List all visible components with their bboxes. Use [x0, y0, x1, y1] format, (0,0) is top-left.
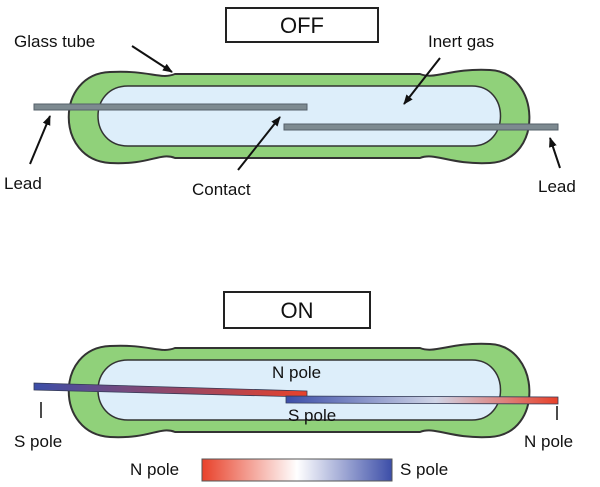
off-reed-right [283, 123, 559, 131]
lead-right-label: Lead [538, 177, 576, 196]
on-reed-right [285, 395, 559, 405]
on-state: ON N pole S pole S pole N pole [14, 291, 573, 451]
glass-tube-arrow [131, 45, 173, 73]
glass-tube-label: Glass tube [14, 32, 95, 51]
on-state-badge: ON [223, 291, 371, 329]
on-state-label: ON [281, 298, 314, 323]
lead-left-arrow [29, 115, 51, 165]
s-pole-mid-label: S pole [288, 406, 336, 425]
inert-gas-label: Inert gas [428, 32, 494, 51]
off-glass-tube [67, 68, 531, 165]
n-pole-top-label: N pole [272, 363, 321, 382]
legend-n-pole-label: N pole [130, 460, 179, 479]
legend-s-pole-label: S pole [400, 460, 448, 479]
off-reed-left [33, 103, 308, 111]
pole-legend: N pole S pole [130, 458, 448, 482]
contact-arrow [237, 116, 281, 171]
legend-gradient-bar [201, 458, 393, 482]
n-pole-right-label: N pole [524, 432, 573, 451]
s-pole-left-label: S pole [14, 432, 62, 451]
off-state-badge: OFF [225, 7, 379, 43]
lead-right-arrow [549, 137, 561, 169]
off-tube-inner [97, 85, 502, 147]
contact-label: Contact [192, 180, 251, 199]
off-state-label: OFF [280, 13, 324, 38]
lead-left-label: Lead [4, 174, 42, 193]
on-tube-inner [97, 359, 502, 421]
inert-gas-arrow [403, 57, 441, 105]
off-state: OFF Glass tube Inert gas Lead Contact Le… [4, 7, 576, 199]
